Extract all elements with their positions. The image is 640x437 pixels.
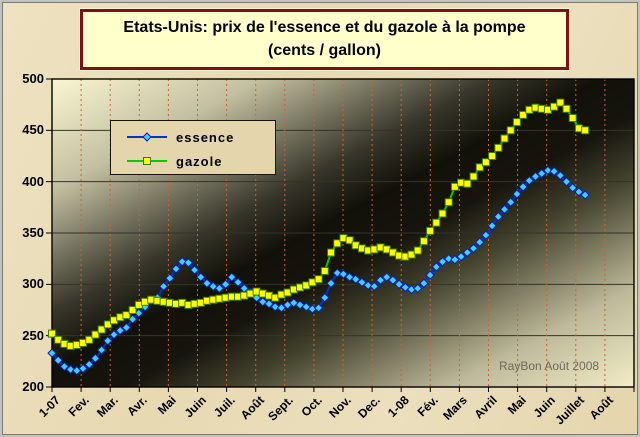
watermark: RayBon Août 2008 [499,359,600,373]
y-axis-label: 450 [22,122,44,138]
essence-line-marker-icon [127,132,167,142]
y-axis-label: 500 [22,71,44,86]
plot-border [51,78,635,388]
legend-item-gazole: gazole [125,149,275,173]
y-axis-label: 300 [22,276,44,292]
legend-label-gazole: gazole [176,153,223,169]
chart-title-line1: Etats-Unis: prix de l'essence et du gazo… [123,19,526,36]
y-axis-label: 400 [22,173,44,189]
y-axis-label: 200 [22,379,44,394]
legend-label-essence: essence [176,129,235,145]
legend: essence gazole [110,120,276,175]
y-axis-label: 250 [22,327,44,343]
chart-title-line2: (cents / gallon) [268,42,381,59]
y-axis-label: 350 [22,225,44,240]
series-gazole [48,98,590,350]
legend-item-essence: essence [125,125,275,149]
chart-title-box: Etats-Unis: prix de l'essence et du gazo… [80,9,569,70]
gazole-line-marker-icon [127,157,167,165]
